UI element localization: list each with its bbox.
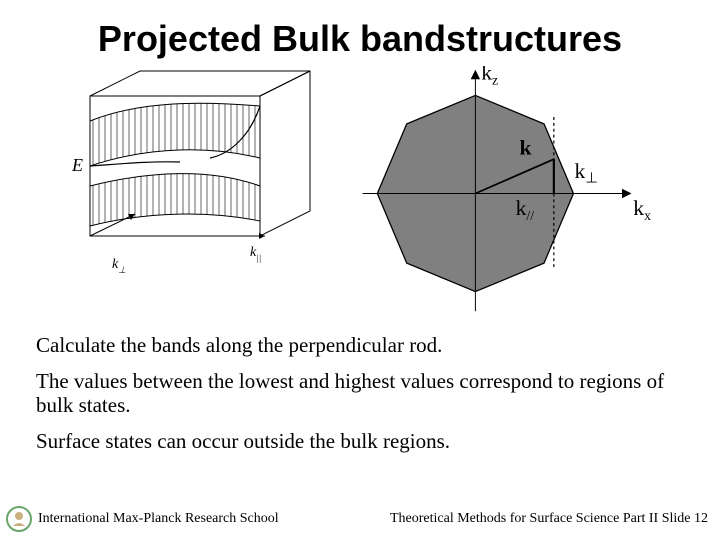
- label-k: k: [520, 135, 532, 159]
- paragraph-2: The values between the lowest and highes…: [36, 369, 684, 417]
- axis-label-kx: kx: [633, 196, 651, 223]
- body-text: Calculate the bands along the perpendicu…: [0, 333, 720, 454]
- slide-title: Projected Bulk bandstructures: [0, 0, 720, 60]
- mpg-logo-icon: [6, 506, 32, 532]
- svg-text:k||: k||: [250, 245, 261, 263]
- figures-row: E k|| k⊥ kz kx k k⊥: [0, 60, 720, 321]
- footer: International Max-Planck Research School…: [0, 506, 720, 532]
- svg-text:k⊥: k⊥: [112, 257, 126, 275]
- label-kperp: k⊥: [574, 159, 598, 187]
- paragraph-3: Surface states can occur outside the bul…: [36, 429, 684, 453]
- footer-left-text: International Max-Planck Research School: [38, 511, 279, 527]
- bandstructure-3d-diagram: E k|| k⊥: [60, 66, 320, 291]
- axis-label-kz: kz: [481, 66, 498, 88]
- axis-label-E: E: [71, 155, 83, 175]
- footer-right-text: Theoretical Methods for Surface Science …: [390, 511, 708, 527]
- paragraph-1: Calculate the bands along the perpendicu…: [36, 333, 684, 357]
- octagon-bz-diagram: kz kx k k⊥ k//: [330, 66, 660, 321]
